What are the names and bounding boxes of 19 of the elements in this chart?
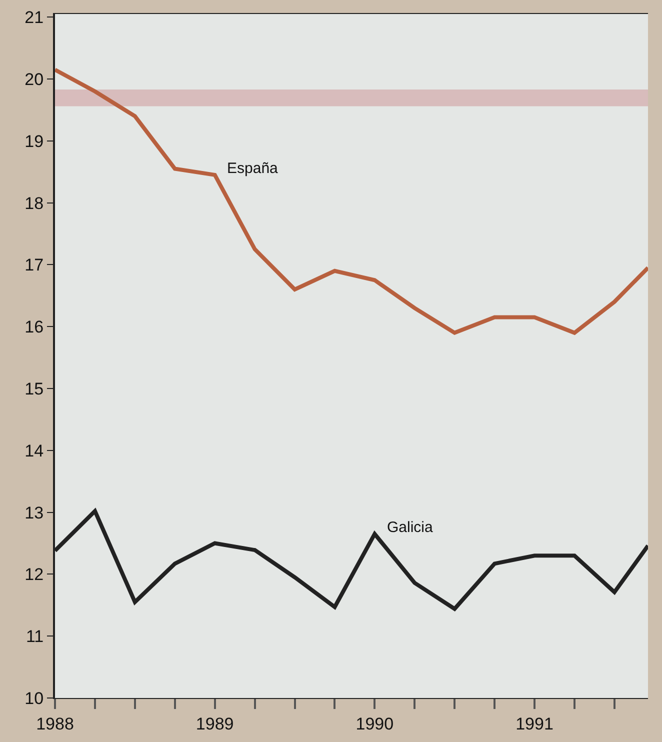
x-tick-label: 1990 (356, 714, 394, 734)
y-tick-label: 20 (24, 70, 44, 89)
y-tick-label: 21 (24, 8, 44, 28)
y-tick-label: 17 (24, 256, 44, 275)
x-tick-label: 1991 (516, 714, 554, 734)
y-tick-label: 10 (24, 688, 44, 708)
x-tick-label: 1988 (36, 714, 74, 734)
series-label: España (227, 160, 279, 177)
y-tick-label: 15 (24, 379, 44, 398)
y-tick-label: 12 (24, 565, 44, 584)
y-tick-label: 13 (24, 503, 44, 522)
line-series (55, 68, 648, 335)
series-label: Galicia (387, 519, 434, 536)
y-tick-label: 16 (24, 318, 44, 337)
x-tick-label: 1989 (196, 714, 234, 734)
y-tick-label: 18 (24, 194, 44, 213)
y-tick-label: 11 (26, 627, 44, 646)
y-tick-label: 14 (24, 441, 44, 460)
y-tick-label: 19 (24, 132, 44, 151)
